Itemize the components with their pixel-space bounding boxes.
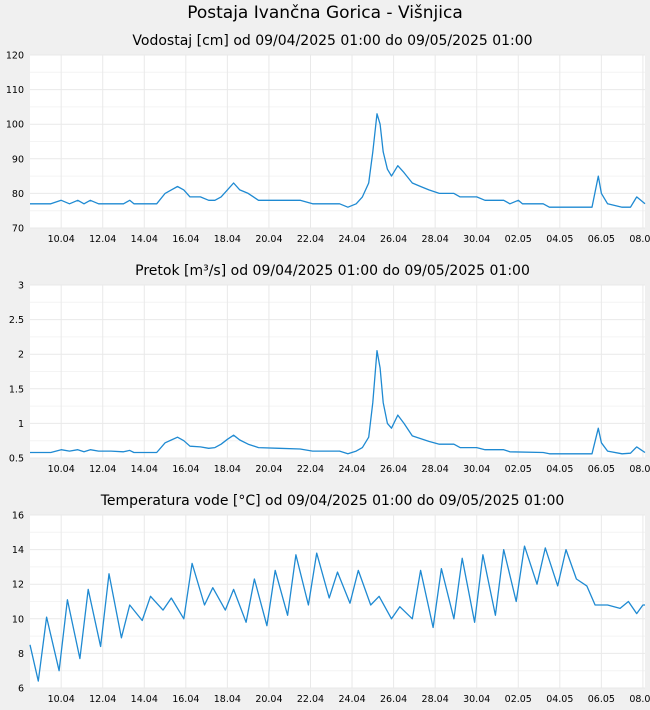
x-tick-label: 30.04 — [463, 694, 490, 705]
y-tick-label: 12 — [12, 580, 24, 591]
x-tick-label: 22.04 — [297, 234, 324, 245]
x-tick-label: 24.04 — [338, 694, 365, 705]
y-tick-label: 70 — [12, 224, 24, 235]
x-tick-label: 10.04 — [48, 464, 75, 475]
x-tick-label: 26.04 — [380, 694, 407, 705]
y-tick-label: 110 — [6, 85, 24, 96]
x-tick-label: 14.04 — [131, 694, 158, 705]
x-tick-label: 04.05 — [546, 694, 573, 705]
x-tick-label: 20.04 — [255, 464, 282, 475]
chart-title: Temperatura vode [°C] od 09/04/2025 01:0… — [100, 493, 565, 509]
series-line — [30, 113, 646, 208]
y-tick-label: 120 — [6, 51, 24, 62]
x-tick-label: 28.04 — [422, 694, 449, 705]
x-tick-label: 16.04 — [172, 234, 199, 245]
x-tick-label: 14.04 — [131, 464, 158, 475]
x-tick-label: 22.04 — [297, 464, 324, 475]
x-tick-label: 12.04 — [89, 694, 116, 705]
chart-title: Vodostaj [cm] od 09/04/2025 01:00 do 09/… — [132, 33, 532, 49]
y-tick-label: 14 — [12, 545, 24, 556]
x-tick-label: 30.04 — [463, 234, 490, 245]
chart-1: Vodostaj [cm] od 09/04/2025 01:00 do 09/… — [6, 33, 650, 245]
y-tick-label: 80 — [12, 189, 24, 200]
x-tick-label: 22.04 — [297, 694, 324, 705]
y-tick-label: 100 — [6, 120, 24, 131]
x-tick-label: 10.04 — [48, 234, 75, 245]
chart-title: Pretok [m³/s] od 09/04/2025 01:00 do 09/… — [135, 263, 530, 279]
x-tick-label: 24.04 — [338, 234, 365, 245]
x-tick-label: 18.04 — [214, 234, 241, 245]
x-tick-label: 06.05 — [588, 694, 615, 705]
x-tick-label: 04.05 — [546, 234, 573, 245]
y-tick-label: 8 — [18, 649, 24, 660]
x-tick-label: 20.04 — [255, 234, 282, 245]
x-tick-label: 30.04 — [463, 464, 490, 475]
x-tick-label: 14.04 — [131, 234, 158, 245]
y-tick-label: 2.5 — [9, 315, 24, 326]
series-line — [30, 350, 646, 455]
x-tick-label: 10.04 — [48, 694, 75, 705]
page-title: Postaja Ivančna Gorica - Višnjica — [187, 3, 463, 23]
x-tick-label: 02.05 — [505, 464, 532, 475]
y-tick-label: 16 — [12, 511, 24, 522]
y-tick-label: 0.5 — [9, 454, 24, 465]
x-tick-label: 12.04 — [89, 234, 116, 245]
x-tick-label: 08.05 — [629, 234, 650, 245]
x-tick-label: 28.04 — [422, 464, 449, 475]
x-tick-label: 26.04 — [380, 464, 407, 475]
x-tick-label: 24.04 — [338, 464, 365, 475]
y-tick-label: 1 — [18, 419, 24, 430]
y-tick-label: 1.5 — [9, 384, 24, 395]
x-tick-label: 02.05 — [505, 234, 532, 245]
y-tick-label: 2 — [18, 350, 24, 361]
series-line — [29, 545, 645, 682]
x-tick-label: 18.04 — [214, 464, 241, 475]
x-tick-label: 20.04 — [255, 694, 282, 705]
x-tick-label: 18.04 — [214, 694, 241, 705]
y-tick-label: 10 — [12, 614, 24, 625]
x-tick-label: 16.04 — [172, 694, 199, 705]
y-tick-label: 6 — [18, 684, 24, 695]
x-tick-label: 08.05 — [629, 694, 650, 705]
x-tick-label: 04.05 — [546, 464, 573, 475]
x-tick-label: 16.04 — [172, 464, 199, 475]
y-tick-label: 90 — [12, 154, 24, 165]
chart-3: Temperatura vode [°C] od 09/04/2025 01:0… — [12, 493, 650, 705]
chart-2: Pretok [m³/s] od 09/04/2025 01:00 do 09/… — [9, 263, 650, 475]
x-tick-label: 02.05 — [505, 694, 532, 705]
x-tick-label: 28.04 — [422, 234, 449, 245]
x-tick-label: 06.05 — [588, 234, 615, 245]
x-tick-label: 26.04 — [380, 234, 407, 245]
x-tick-label: 06.05 — [588, 464, 615, 475]
y-tick-label: 3 — [18, 281, 24, 292]
x-tick-label: 08.05 — [629, 464, 650, 475]
x-tick-label: 12.04 — [89, 464, 116, 475]
